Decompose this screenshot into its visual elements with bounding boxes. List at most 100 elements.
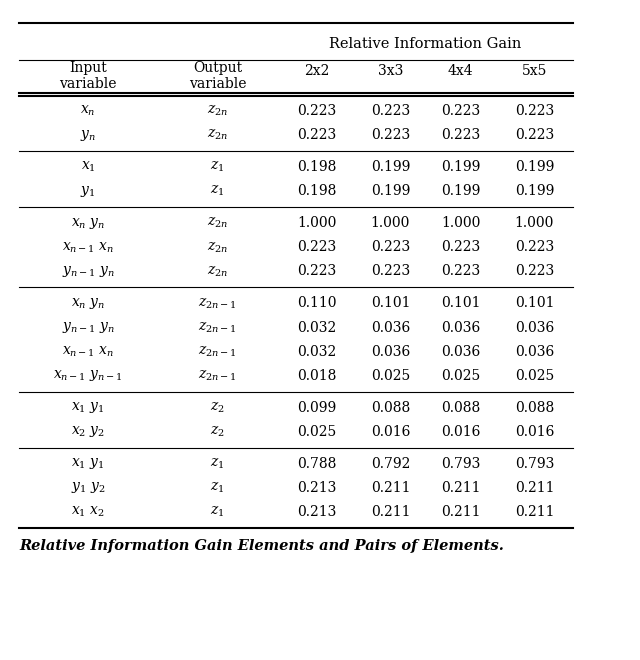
Text: Input
variable: Input variable bbox=[60, 61, 116, 91]
Text: 0.223: 0.223 bbox=[441, 104, 481, 118]
Text: 0.016: 0.016 bbox=[515, 425, 554, 439]
Text: 0.223: 0.223 bbox=[441, 128, 481, 142]
Text: $z_{2n}$: $z_{2n}$ bbox=[207, 128, 228, 143]
Text: 0.199: 0.199 bbox=[441, 160, 481, 174]
Text: 0.199: 0.199 bbox=[371, 184, 410, 198]
Text: $z_{2n}$: $z_{2n}$ bbox=[207, 240, 228, 255]
Text: 0.213: 0.213 bbox=[297, 505, 337, 519]
Text: 1.000: 1.000 bbox=[371, 216, 410, 230]
Text: 0.211: 0.211 bbox=[371, 505, 410, 519]
Text: 0.223: 0.223 bbox=[297, 265, 337, 279]
Text: 0.088: 0.088 bbox=[515, 401, 554, 414]
Text: 0.032: 0.032 bbox=[297, 345, 337, 358]
Text: 0.101: 0.101 bbox=[441, 296, 481, 310]
Text: Relative Information Gain: Relative Information Gain bbox=[330, 37, 522, 51]
Text: $z_1$: $z_1$ bbox=[211, 457, 225, 471]
Text: 0.025: 0.025 bbox=[515, 369, 554, 383]
Text: $x_n\ y_n$: $x_n\ y_n$ bbox=[71, 296, 105, 311]
Text: $z_1$: $z_1$ bbox=[211, 160, 225, 174]
Text: $x_1$: $x_1$ bbox=[81, 160, 95, 174]
Text: 0.199: 0.199 bbox=[371, 160, 410, 174]
Text: 0.110: 0.110 bbox=[297, 296, 337, 310]
Text: 0.788: 0.788 bbox=[297, 457, 337, 471]
Text: $x_{n-1}\ x_n$: $x_{n-1}\ x_n$ bbox=[62, 240, 114, 255]
Text: 0.036: 0.036 bbox=[371, 321, 410, 335]
Text: $z_2$: $z_2$ bbox=[211, 424, 225, 439]
Text: $x_{n-1}\ y_{n-1}$: $x_{n-1}\ y_{n-1}$ bbox=[53, 368, 123, 383]
Text: 1.000: 1.000 bbox=[297, 216, 337, 230]
Text: $y_{n-1}\ y_n$: $y_{n-1}\ y_n$ bbox=[61, 320, 115, 335]
Text: 0.199: 0.199 bbox=[515, 184, 554, 198]
Text: 0.793: 0.793 bbox=[515, 457, 554, 471]
Text: $x_1\ y_1$: $x_1\ y_1$ bbox=[71, 456, 105, 471]
Text: 0.223: 0.223 bbox=[371, 265, 410, 279]
Text: 0.213: 0.213 bbox=[297, 481, 337, 495]
Text: $x_n$: $x_n$ bbox=[80, 104, 96, 118]
Text: 2x2: 2x2 bbox=[304, 63, 330, 78]
Text: 4x4: 4x4 bbox=[448, 63, 474, 78]
Text: 3x3: 3x3 bbox=[378, 63, 403, 78]
Text: $z_{2n}$: $z_{2n}$ bbox=[207, 104, 228, 118]
Text: 0.792: 0.792 bbox=[371, 457, 410, 471]
Text: $y_1\ y_2$: $y_1\ y_2$ bbox=[71, 480, 105, 496]
Text: 0.088: 0.088 bbox=[371, 401, 410, 414]
Text: 0.223: 0.223 bbox=[371, 240, 410, 254]
Text: $x_1\ x_2$: $x_1\ x_2$ bbox=[71, 505, 105, 519]
Text: 0.036: 0.036 bbox=[441, 345, 481, 358]
Text: 0.211: 0.211 bbox=[441, 505, 481, 519]
Text: $x_2\ y_2$: $x_2\ y_2$ bbox=[71, 424, 105, 440]
Text: $z_{2n-1}$: $z_{2n-1}$ bbox=[198, 368, 237, 383]
Text: $z_1$: $z_1$ bbox=[211, 184, 225, 199]
Text: 0.211: 0.211 bbox=[371, 481, 410, 495]
Text: 0.198: 0.198 bbox=[297, 160, 337, 174]
Text: 0.025: 0.025 bbox=[371, 369, 410, 383]
Text: Relative Information Gain Elements and Pairs of Elements.: Relative Information Gain Elements and P… bbox=[19, 539, 504, 554]
Text: 0.036: 0.036 bbox=[515, 321, 554, 335]
Text: 0.223: 0.223 bbox=[441, 240, 481, 254]
Text: 0.016: 0.016 bbox=[441, 425, 481, 439]
Text: 5x5: 5x5 bbox=[522, 63, 547, 78]
Text: $z_{2n}$: $z_{2n}$ bbox=[207, 264, 228, 279]
Text: 0.036: 0.036 bbox=[441, 321, 481, 335]
Text: 0.198: 0.198 bbox=[297, 184, 337, 198]
Text: $x_{n-1}\ x_n$: $x_{n-1}\ x_n$ bbox=[62, 345, 114, 359]
Text: 0.223: 0.223 bbox=[515, 104, 554, 118]
Text: 0.101: 0.101 bbox=[371, 296, 410, 310]
Text: $x_1\ y_1$: $x_1\ y_1$ bbox=[71, 400, 105, 415]
Text: 0.223: 0.223 bbox=[515, 128, 554, 142]
Text: $z_{2n-1}$: $z_{2n-1}$ bbox=[198, 345, 237, 359]
Text: $z_{2n-1}$: $z_{2n-1}$ bbox=[198, 320, 237, 335]
Text: 0.223: 0.223 bbox=[297, 128, 337, 142]
Text: $z_{2n-1}$: $z_{2n-1}$ bbox=[198, 296, 237, 311]
Text: 0.036: 0.036 bbox=[515, 345, 554, 358]
Text: 0.025: 0.025 bbox=[297, 425, 337, 439]
Text: 0.099: 0.099 bbox=[297, 401, 337, 414]
Text: $z_1$: $z_1$ bbox=[211, 505, 225, 519]
Text: 0.223: 0.223 bbox=[371, 104, 410, 118]
Text: 0.223: 0.223 bbox=[441, 265, 481, 279]
Text: $y_{n-1}\ y_n$: $y_{n-1}\ y_n$ bbox=[61, 264, 115, 279]
Text: 0.223: 0.223 bbox=[297, 240, 337, 254]
Text: $y_1$: $y_1$ bbox=[81, 183, 95, 199]
Text: 0.223: 0.223 bbox=[515, 240, 554, 254]
Text: 0.211: 0.211 bbox=[515, 505, 554, 519]
Text: 0.223: 0.223 bbox=[515, 265, 554, 279]
Text: 0.211: 0.211 bbox=[441, 481, 481, 495]
Text: 0.199: 0.199 bbox=[515, 160, 554, 174]
Text: 0.016: 0.016 bbox=[371, 425, 410, 439]
Text: Output
variable: Output variable bbox=[189, 61, 246, 91]
Text: 0.199: 0.199 bbox=[441, 184, 481, 198]
Text: $z_1$: $z_1$ bbox=[211, 480, 225, 495]
Text: 0.223: 0.223 bbox=[297, 104, 337, 118]
Text: 0.793: 0.793 bbox=[441, 457, 481, 471]
Text: $y_n$: $y_n$ bbox=[80, 127, 96, 143]
Text: 0.223: 0.223 bbox=[371, 128, 410, 142]
Text: $x_n\ y_n$: $x_n\ y_n$ bbox=[71, 216, 105, 231]
Text: 0.036: 0.036 bbox=[371, 345, 410, 358]
Text: 0.025: 0.025 bbox=[441, 369, 481, 383]
Text: 0.211: 0.211 bbox=[515, 481, 554, 495]
Text: 0.101: 0.101 bbox=[515, 296, 554, 310]
Text: 1.000: 1.000 bbox=[515, 216, 554, 230]
Text: $z_2$: $z_2$ bbox=[211, 401, 225, 415]
Text: 0.032: 0.032 bbox=[297, 321, 337, 335]
